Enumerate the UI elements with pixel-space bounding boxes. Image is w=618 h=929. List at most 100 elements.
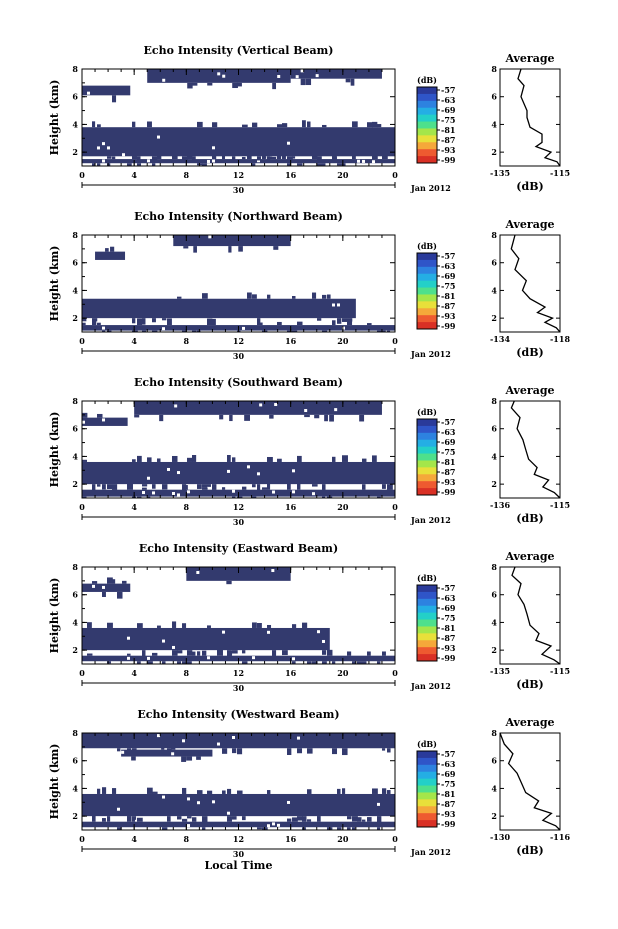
- echo-speckle: [177, 650, 183, 654]
- echo-speckle: [226, 580, 232, 585]
- echo-speckle: [232, 457, 236, 462]
- echo-speckle: [377, 827, 381, 830]
- echo-gap: [222, 74, 226, 78]
- colorbar-segment: [417, 100, 437, 109]
- echo-speckle: [137, 318, 143, 326]
- echo-speckle: [337, 728, 342, 733]
- echo-speckle: [287, 482, 291, 490]
- x-tick-label: 0: [79, 668, 85, 678]
- colorbar-segment: [417, 654, 437, 662]
- colorbar-segment: [417, 114, 437, 123]
- echo-gap: [217, 72, 221, 76]
- echo-speckle: [217, 649, 223, 656]
- colorbar-tick-label: -57: [441, 85, 455, 95]
- echo-speckle: [187, 816, 192, 819]
- echo-gap: [287, 141, 290, 145]
- x-tick-label: 20: [337, 502, 349, 512]
- y-axis-label: Height (km): [48, 246, 61, 322]
- echo-speckle: [82, 318, 87, 322]
- echo-speckle: [132, 459, 136, 462]
- echo-speckle: [277, 154, 282, 160]
- echo-speckle: [92, 484, 96, 491]
- echo-speckle: [117, 748, 121, 752]
- date-label: Jan 2012: [410, 349, 451, 359]
- echo-speckle: [161, 743, 165, 750]
- echo-speckle: [257, 623, 262, 628]
- echo-speckle: [112, 788, 117, 794]
- echo-speckle: [82, 459, 88, 462]
- echo-gap: [337, 303, 340, 307]
- echo-speckle: [202, 650, 207, 656]
- date-tick-label: 30: [233, 683, 245, 693]
- x-tick-label: 12: [233, 834, 244, 844]
- y-tick-label: 4: [72, 285, 78, 295]
- x-tick-label: 12: [233, 668, 244, 678]
- colorbar-segment: [417, 156, 437, 164]
- echo-speckle: [242, 486, 247, 490]
- date-label: Jan 2012: [410, 515, 451, 525]
- echo-gap: [267, 630, 270, 634]
- echo-gap: [162, 78, 166, 82]
- average-x-tick-label: -116: [550, 832, 570, 842]
- echo-speckle: [312, 661, 318, 664]
- echo-speckle: [202, 827, 206, 830]
- echo-speckle: [147, 661, 153, 664]
- echo-band: [121, 749, 213, 757]
- colorbar-tick-label: -81: [441, 125, 455, 135]
- echo-speckle: [102, 818, 106, 822]
- average-x-tick-label: -118: [550, 334, 570, 344]
- echo-gap: [172, 491, 175, 495]
- echo-speckle: [162, 661, 166, 664]
- echo-speckle: [228, 246, 232, 253]
- echo-speckle: [183, 246, 189, 249]
- panel-3: Echo Intensity (Eastward Beam) 2 4 6 8 Height…: [48, 542, 570, 693]
- echo-speckle: [357, 661, 362, 664]
- y-tick-label: 2: [72, 147, 78, 157]
- echo-gap: [82, 420, 85, 424]
- average-x-label: (dB): [516, 678, 543, 691]
- average-x-tick-label: -130: [490, 832, 510, 842]
- colorbar-segment: [417, 764, 437, 773]
- echo-speckle: [327, 294, 331, 299]
- x-tick-label: 16: [285, 668, 297, 678]
- colorbar-tick-label: -75: [441, 281, 455, 291]
- echo-band: [82, 127, 395, 157]
- date-tick-label: 30: [233, 351, 245, 361]
- echo-gap: [167, 467, 170, 471]
- echo-speckle: [282, 123, 288, 128]
- echo-speckle: [227, 788, 232, 794]
- echo-speckle: [152, 318, 156, 323]
- echo-speckle: [82, 496, 87, 498]
- echo-gap: [334, 408, 338, 412]
- y-tick-label: 2: [72, 811, 78, 821]
- echo-speckle: [107, 622, 113, 628]
- echo-speckle: [187, 457, 193, 462]
- colorbar-segment: [417, 287, 437, 295]
- colorbar-tick-label: -57: [441, 583, 455, 593]
- echo-speckle: [117, 591, 123, 599]
- echo-speckle: [127, 482, 133, 490]
- y-tick-label: 8: [72, 728, 78, 738]
- colorbar-segment: [417, 647, 437, 655]
- echo-speckle: [232, 496, 236, 498]
- y-tick-label: 4: [72, 617, 78, 627]
- colorbar-tick-label: -63: [441, 95, 456, 105]
- y-tick-label: 2: [72, 645, 78, 655]
- echo-speckle: [227, 816, 232, 822]
- echo-gap: [267, 824, 270, 828]
- echo-gap: [171, 752, 175, 756]
- echo-speckle: [342, 163, 346, 166]
- colorbar-unit: (dB): [417, 241, 437, 251]
- colorbar-frame: [416, 86, 438, 164]
- colorbar-tick-label: -57: [441, 251, 455, 261]
- echo-band: [82, 793, 395, 817]
- echo-speckle: [177, 296, 182, 299]
- date-label: Jan 2012: [410, 183, 451, 193]
- echo-gap: [182, 739, 185, 743]
- echo-speckle: [272, 650, 277, 656]
- echo-speckle: [252, 484, 256, 488]
- echo-band: [290, 69, 382, 79]
- colorbar-segment: [417, 135, 437, 143]
- echo-speckle: [197, 651, 201, 656]
